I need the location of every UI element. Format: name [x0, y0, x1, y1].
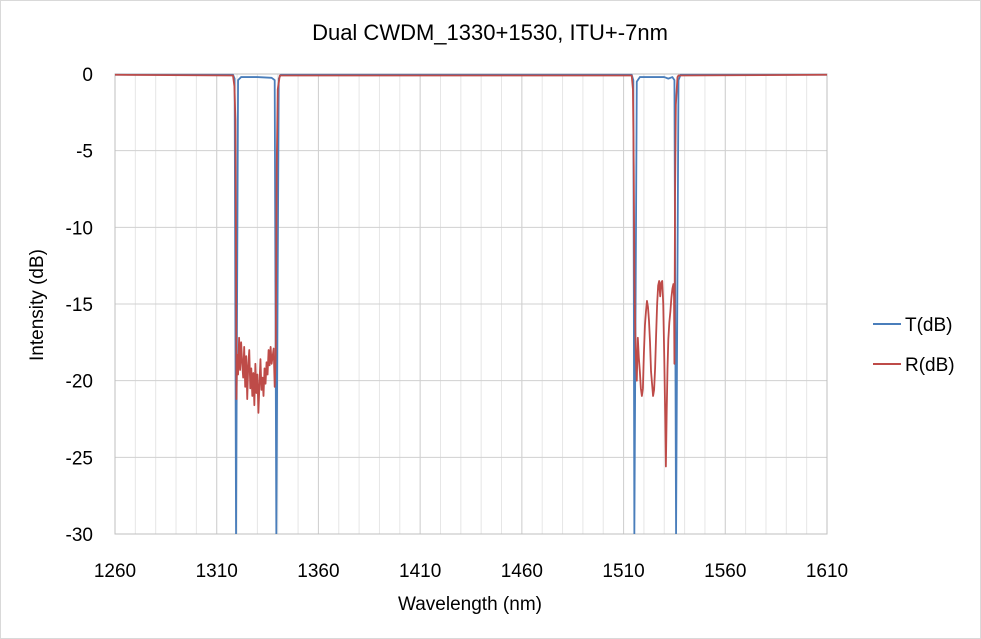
legend-label: T(dB) — [905, 315, 953, 336]
x-tick-label: 1560 — [704, 561, 746, 582]
x-tick-label: 1260 — [94, 561, 136, 582]
x-tick-label: 1310 — [196, 561, 238, 582]
y-axis-label: Intensity (dB) — [27, 249, 48, 361]
y-tick-label: -5 — [76, 142, 93, 163]
x-tick-label: 1460 — [501, 561, 543, 582]
y-tick-label: -30 — [66, 525, 93, 546]
x-tick-label: 1610 — [806, 561, 848, 582]
x-tick-label: 1410 — [399, 561, 441, 582]
y-tick-labels: 0 -5 -10 -15 -20 -25 -30 — [66, 65, 93, 546]
x-tick-labels: 1260 1310 1360 1410 1460 1510 1560 1610 — [94, 561, 848, 582]
chart-title: Dual CWDM_1330+1530, ITU+-7nm — [312, 20, 668, 45]
x-axis-label: Wavelength (nm) — [398, 594, 542, 615]
legend-label: R(dB) — [905, 355, 955, 376]
y-tick-label: 0 — [82, 65, 93, 86]
series-line-r-db — [115, 73, 827, 468]
legend: T(dB) R(dB) — [873, 315, 955, 376]
series-layer — [115, 73, 827, 534]
y-tick-label: -15 — [66, 295, 93, 316]
x-tick-label: 1510 — [602, 561, 644, 582]
x-tick-label: 1360 — [297, 561, 339, 582]
y-tick-label: -10 — [66, 218, 93, 239]
y-tick-label: -25 — [66, 448, 93, 469]
y-tick-label: -20 — [66, 372, 93, 393]
